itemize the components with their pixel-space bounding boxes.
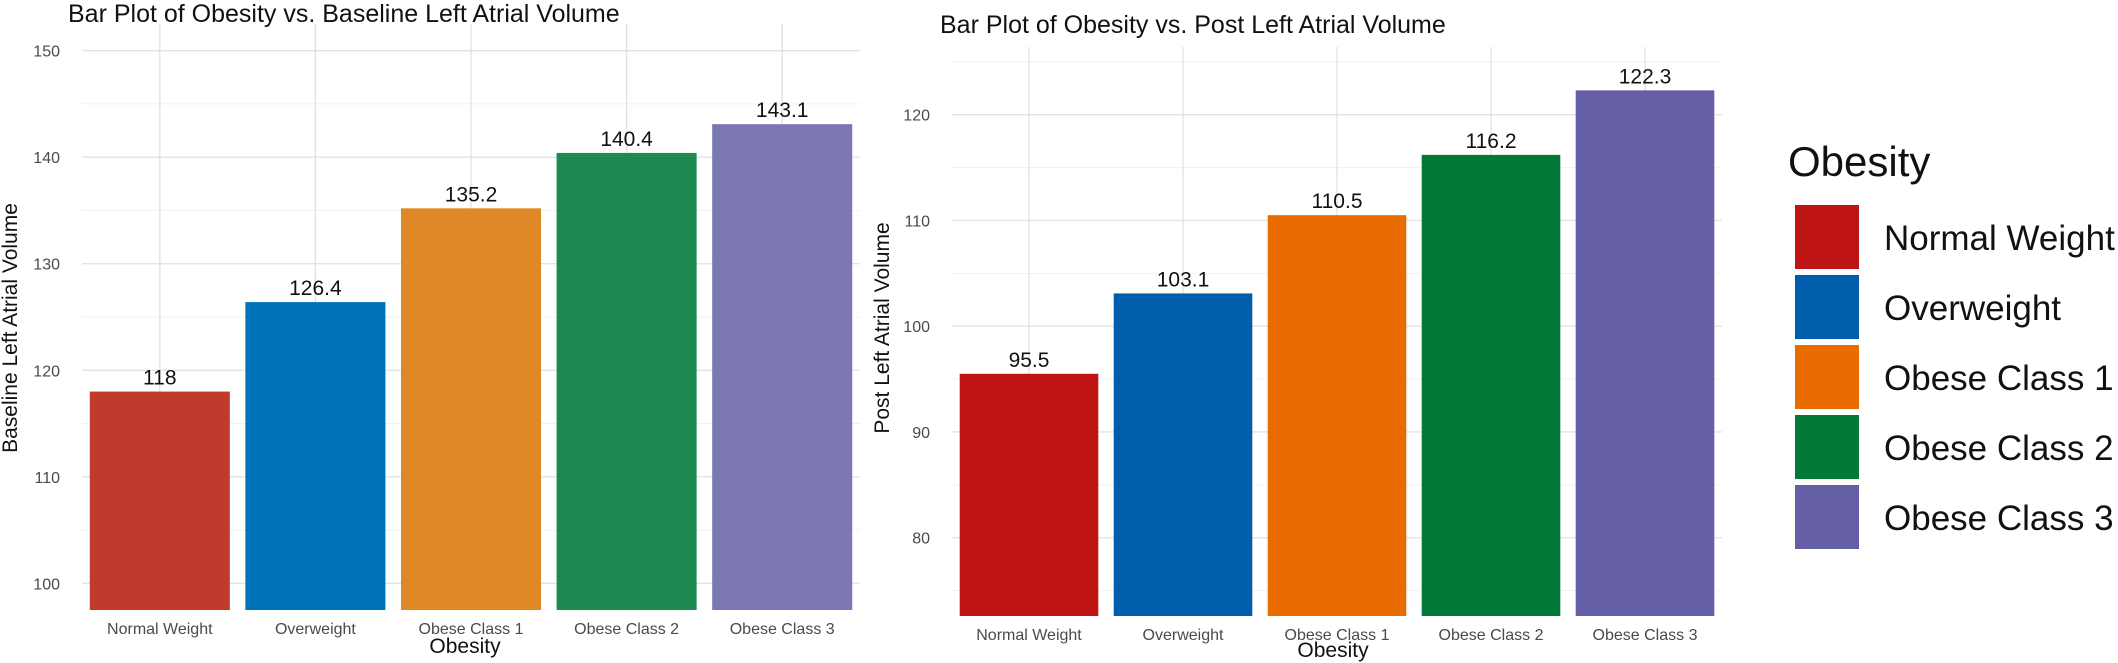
chart-baseline-x-axis-title: Obesity	[429, 635, 501, 658]
chart-post-y-tick-label: 80	[912, 531, 930, 548]
chart-post-x-tick-label: Obese Class 3	[1593, 627, 1698, 644]
chart-post-x-tick-label: Obese Class 2	[1439, 627, 1544, 644]
chart-post-x-tick-label: Overweight	[1143, 627, 1224, 644]
legend-item-label: Obese Class 2	[1884, 429, 2114, 468]
legend-swatch	[1795, 485, 1859, 549]
chart-post-data-label: 103.1	[1157, 268, 1210, 291]
chart-baseline-data-label: 135.2	[445, 183, 498, 206]
chart-baseline-bar	[89, 391, 230, 610]
chart-baseline-x-tick-label: Normal Weight	[107, 621, 213, 638]
legend-item-label: Overweight	[1884, 289, 2061, 328]
chart-baseline-data-label: 118	[143, 367, 176, 390]
legend-swatch	[1795, 275, 1859, 339]
chart-post-data-label: 116.2	[1466, 130, 1517, 153]
chart-baseline-x-tick-label: Obese Class 3	[730, 621, 835, 638]
chart-baseline-data-label: 126.4	[289, 277, 342, 300]
chart-baseline-bar	[400, 208, 542, 610]
chart-post-data-label: 122.3	[1619, 65, 1672, 88]
chart-post-bar	[1421, 154, 1561, 616]
chart-post-y-axis-title: Post Left Atrial Volume	[871, 222, 894, 433]
chart-post-data-label: 95.5	[1009, 349, 1050, 372]
chart-post-y-tick-label: 110	[904, 213, 930, 230]
chart-baseline-x-tick-label: Overweight	[275, 621, 356, 638]
chart-baseline-y-tick-label: 130	[33, 257, 60, 274]
legend-swatch	[1795, 345, 1859, 409]
chart-post-bar	[959, 373, 1099, 616]
chart-baseline-plot-area: 100 110 120 130 140 150 118 Normal Weight 126.4 O…	[33, 24, 860, 638]
chart-baseline-y-tick-label: 140	[33, 150, 60, 167]
chart-baseline-y-tick-label: 110	[34, 470, 60, 487]
legend-items: Normal Weight Overweight Obese Class 1 Obes…	[1795, 205, 2115, 549]
chart-baseline-y-axis-title: Baseline Left Atrial Volume	[0, 203, 22, 453]
legend-swatch	[1795, 205, 1859, 269]
chart-baseline-bar	[712, 124, 853, 611]
chart-post-y-tick-label: 120	[903, 108, 930, 125]
chart-post-x-axis-title: Obesity	[1297, 639, 1369, 662]
chart-baseline-x-tick-label: Obese Class 2	[574, 621, 679, 638]
legend-item-label: Obese Class 1	[1884, 359, 2114, 398]
legend-item-label: Normal Weight	[1884, 219, 2115, 258]
chart-baseline-x-tick-label: Obese Class 1	[419, 621, 524, 638]
chart-baseline-title: Bar Plot of Obesity vs. Baseline Left At…	[68, 0, 620, 28]
chart-baseline: Bar Plot of Obesity vs. Baseline Left At…	[0, 0, 860, 658]
chart-baseline-bar	[556, 152, 697, 611]
chart-post-bar	[1113, 293, 1253, 616]
chart-baseline-y-tick-label: 150	[33, 44, 60, 61]
legend-title: Obesity	[1788, 138, 1930, 185]
chart-post-data-label: 110.5	[1312, 190, 1363, 213]
legend-swatch	[1795, 415, 1859, 479]
chart-post: Bar Plot of Obesity vs. Post Left Atrial…	[871, 11, 1722, 662]
chart-post-x-tick-label: Obese Class 1	[1285, 627, 1390, 644]
chart-post-title: Bar Plot of Obesity vs. Post Left Atrial…	[940, 11, 1446, 39]
chart-post-bar	[1267, 215, 1407, 616]
chart-post-y-tick-label: 100	[903, 319, 930, 336]
chart-baseline-y-tick-label: 120	[33, 363, 60, 380]
chart-post-bar	[1575, 90, 1715, 617]
legend: Obesity Normal Weight Overweight Obese Cla…	[1788, 138, 2115, 549]
chart-post-x-tick-label: Normal Weight	[976, 627, 1082, 644]
legend-item-label: Obese Class 3	[1884, 499, 2114, 538]
chart-baseline-data-label: 140.4	[600, 128, 653, 151]
chart-post-plot-area: 80 90 100 110 120 95.5 Normal Weight 103.1 Overw…	[903, 47, 1722, 644]
chart-post-y-tick-label: 90	[912, 425, 930, 442]
chart-baseline-data-label: 143.1	[756, 99, 809, 122]
chart-baseline-y-tick-label: 100	[33, 576, 60, 593]
chart-baseline-bar	[245, 302, 386, 610]
